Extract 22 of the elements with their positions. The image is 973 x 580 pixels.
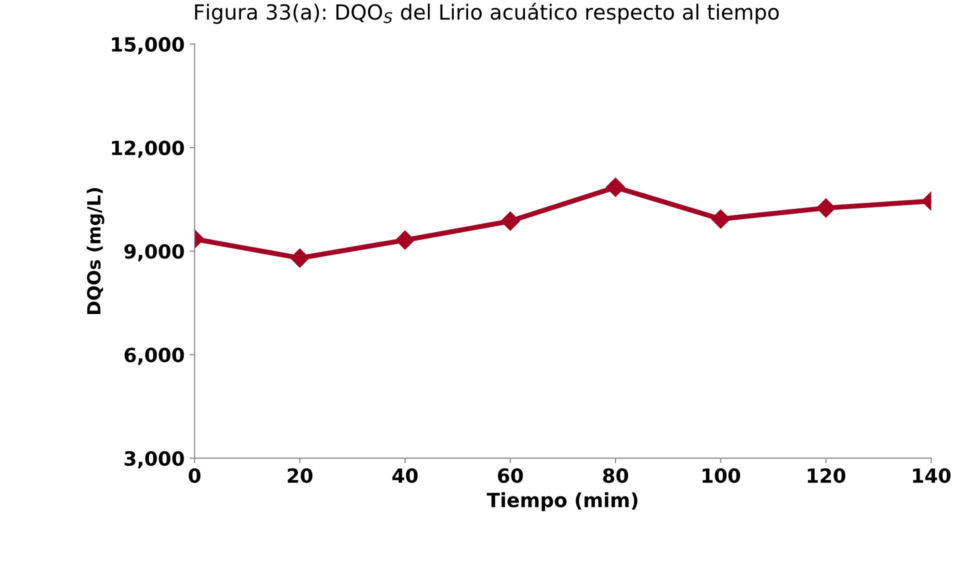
x-tick-label: 0 xyxy=(188,468,200,483)
y-tick-label: 9,000 xyxy=(124,244,184,262)
x-tick-label: 40 xyxy=(392,468,418,483)
point xyxy=(606,178,626,197)
y-tick-label: 6,000 xyxy=(124,348,184,365)
x-tick-label: 20 xyxy=(288,468,312,483)
point xyxy=(396,230,415,250)
x-tick-label: 80 xyxy=(603,468,628,483)
point xyxy=(500,212,520,231)
point xyxy=(816,198,836,218)
point xyxy=(711,210,730,229)
y-tick-label: 3,000 xyxy=(124,451,184,468)
y-axis-title: DQOs (mg/L) xyxy=(86,188,104,314)
y-tick-label: 15,000 xyxy=(112,37,184,54)
x-tick-label: 100 xyxy=(702,468,740,483)
y-tick-label: 12,000 xyxy=(112,140,184,158)
point xyxy=(290,248,310,268)
x-tick-label: 140 xyxy=(913,468,951,483)
x-axis-title: Tiempo (mim) xyxy=(486,492,638,512)
chart-title: Figura 33(a): DQO$_{S}$ del Lirio acuático respecto al tiempo xyxy=(195,2,779,24)
x-tick-label: 120 xyxy=(808,468,846,483)
x-tick-label: 60 xyxy=(498,468,523,483)
